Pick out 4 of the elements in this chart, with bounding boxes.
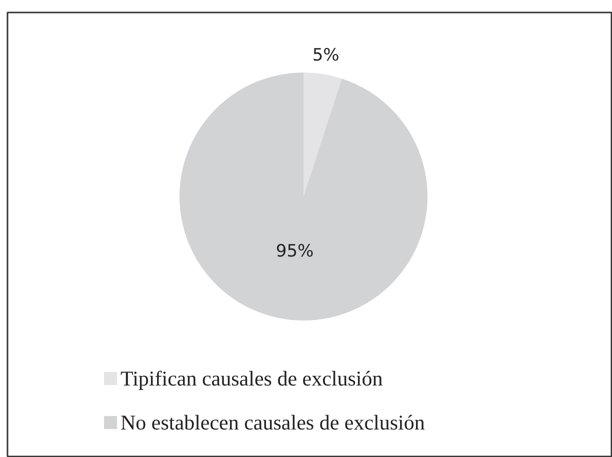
- data-label: 5%: [312, 46, 340, 66]
- data-label: 95%: [276, 242, 314, 262]
- legend-label: No establecen causales de exclusión: [120, 410, 426, 434]
- legend-label: Tipifican causales de exclusión: [120, 366, 384, 390]
